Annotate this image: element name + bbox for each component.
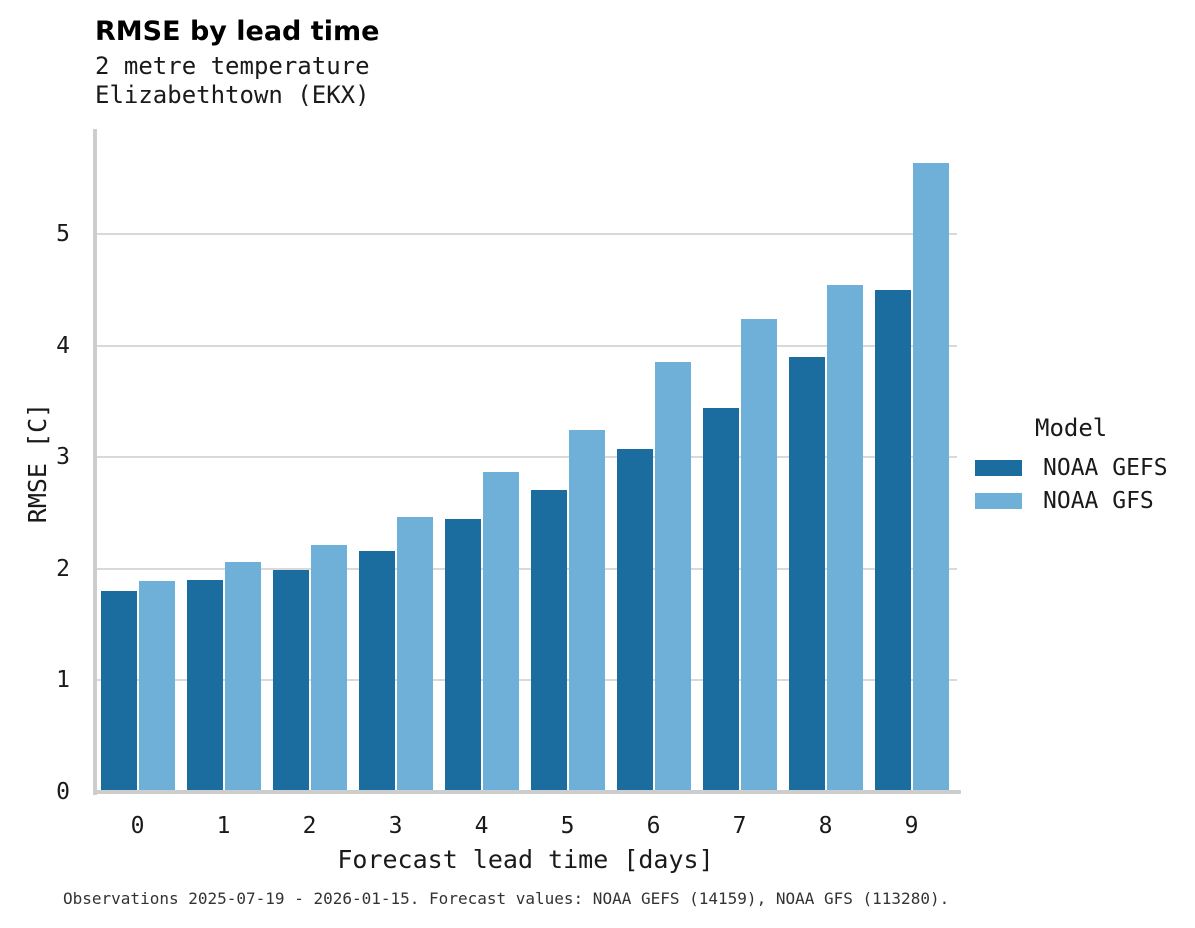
x-tick-label-7: 7: [732, 813, 747, 839]
legend: Model NOAA GEFS NOAA GFS: [975, 414, 1185, 522]
x-tick-label-6: 6: [646, 813, 661, 839]
bar-noaa-gfs-lead-8: [826, 285, 863, 792]
bar-noaa-gefs-lead-2: [272, 569, 309, 792]
x-tick-label-1: 1: [216, 813, 231, 839]
y-tick-label-0: 0: [56, 779, 70, 805]
bar-noaa-gfs-lead-3: [396, 517, 433, 792]
bar-noaa-gefs-lead-1: [186, 579, 223, 792]
y-tick-label-1: 1: [56, 667, 70, 694]
bar-noaa-gfs-lead-2: [310, 545, 347, 792]
legend-items: NOAA GEFS NOAA GFS: [975, 456, 1185, 513]
chart-title: RMSE by lead time: [95, 16, 380, 47]
plot-panel: [94, 129, 957, 792]
y-tick-label-2: 2: [56, 555, 70, 582]
bar-noaa-gfs-lead-4: [482, 471, 519, 792]
x-tick-label-5: 5: [560, 813, 575, 839]
y-tick-label-5: 5: [56, 220, 70, 247]
bar-noaa-gfs-lead-0: [138, 581, 175, 792]
bar-noaa-gefs-lead-9: [874, 289, 911, 792]
gridline-y-5: [94, 232, 957, 235]
legend-entry-noaa-gfs: NOAA GFS: [975, 489, 1185, 513]
x-tick-label-0: 0: [130, 813, 145, 839]
legend-label: NOAA GFS: [1043, 488, 1154, 514]
chart-subtitle-variable: 2 metre temperature: [95, 52, 370, 80]
y-tick-label-3: 3: [56, 444, 70, 471]
bar-noaa-gefs-lead-3: [358, 550, 395, 792]
bar-noaa-gefs-lead-6: [616, 449, 653, 792]
y-axis-line: [93, 129, 97, 795]
bar-noaa-gfs-lead-7: [740, 318, 777, 792]
x-tick-label-4: 4: [474, 813, 489, 839]
x-axis-line: [93, 790, 961, 794]
legend-label: NOAA GEFS: [1043, 455, 1168, 481]
legend-title: Model: [1035, 414, 1108, 442]
caption: Observations 2025-07-19 - 2026-01-15. Fo…: [63, 889, 950, 908]
gridline-y-1: [94, 679, 957, 682]
x-tick-label-9: 9: [904, 813, 919, 839]
bar-noaa-gefs-lead-7: [702, 408, 739, 792]
x-axis-title: Forecast lead time [days]: [337, 845, 714, 874]
gridline-y-2: [94, 567, 957, 570]
legend-swatch-noaa-gefs: [975, 460, 1022, 476]
y-tick-label-4: 4: [56, 332, 70, 359]
bar-noaa-gfs-lead-6: [654, 362, 691, 792]
bar-noaa-gefs-lead-0: [100, 591, 137, 792]
bar-noaa-gfs-lead-5: [568, 430, 605, 792]
x-tick-label-3: 3: [388, 813, 403, 839]
bar-noaa-gefs-lead-8: [788, 356, 825, 792]
legend-swatch-noaa-gfs: [975, 493, 1022, 509]
bar-noaa-gfs-lead-1: [224, 562, 261, 792]
chart-subtitle-station: Elizabethtown (EKX): [95, 81, 370, 109]
gridline-y-3: [94, 456, 957, 459]
bar-noaa-gfs-lead-9: [912, 162, 949, 792]
gridline-y-4: [94, 344, 957, 347]
bar-noaa-gefs-lead-4: [444, 518, 481, 792]
bar-noaa-gefs-lead-5: [530, 489, 567, 792]
x-tick-label-2: 2: [302, 813, 317, 839]
x-tick-label-8: 8: [818, 813, 833, 839]
legend-entry-noaa-gefs: NOAA GEFS: [975, 456, 1185, 480]
